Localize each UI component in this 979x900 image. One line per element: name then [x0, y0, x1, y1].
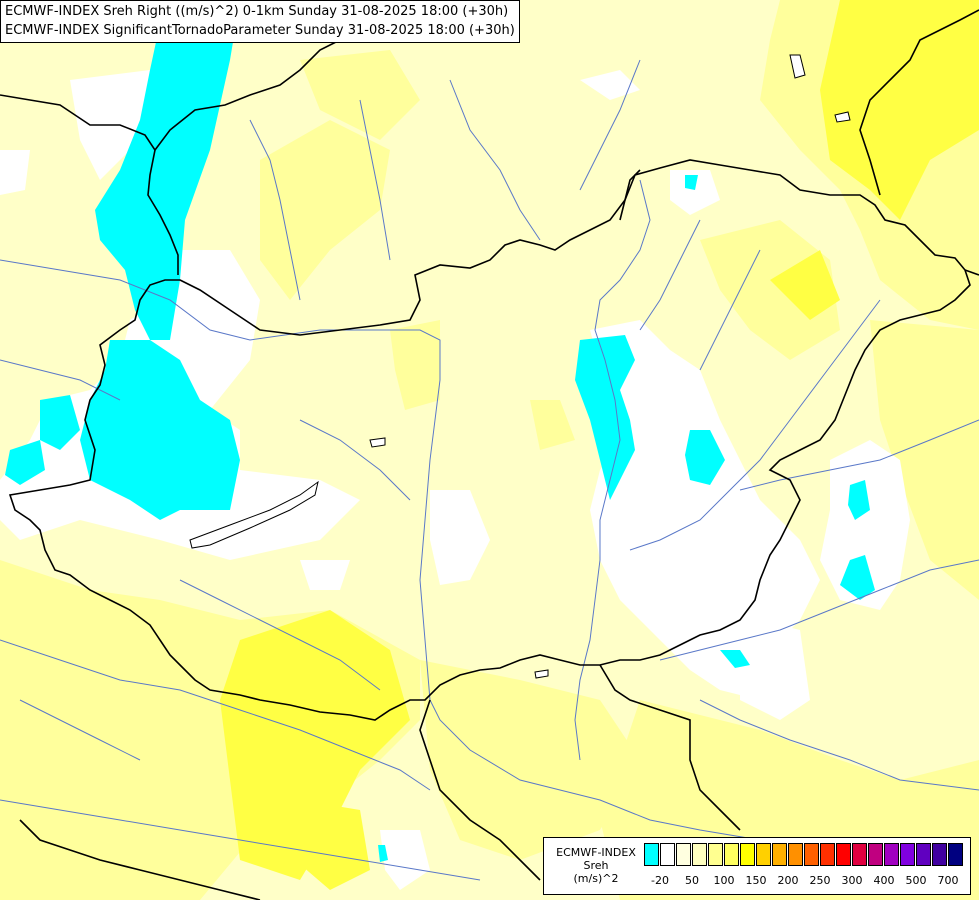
small-features: [369, 54, 851, 679]
legend-tick-label: 400: [873, 874, 895, 887]
legend-swatch: [740, 843, 755, 866]
legend-swatch: [772, 843, 787, 866]
legend-swatch: [660, 843, 675, 866]
map-title-sreh: ECMWF-INDEX Sreh Right ((m/s)^2) 0-1km S…: [5, 4, 509, 19]
legend-swatch: [852, 843, 867, 866]
country-borders: [0, 9, 979, 900]
legend-tick-label: 150: [745, 874, 767, 887]
legend-tick-label: 700: [937, 874, 959, 887]
danube-river: [0, 259, 761, 841]
map-title-stp: ECMWF-INDEX SignificantTornadoParameter …: [5, 23, 515, 38]
legend-swatch: [820, 843, 835, 866]
legend-tick-label: 250: [809, 874, 831, 887]
legend-title-source: ECMWF-INDEX: [556, 846, 636, 859]
legend-tick-label: 300: [841, 874, 863, 887]
legend-tick-label: 50: [685, 874, 699, 887]
legend-swatch: [948, 843, 963, 866]
map-title-box: ECMWF-INDEX Sreh Right ((m/s)^2) 0-1km S…: [0, 0, 520, 43]
legend-swatch: [932, 843, 947, 866]
legend-swatch: [884, 843, 899, 866]
legend-title-unit: (m/s)^2: [573, 872, 619, 885]
legend-swatch: [836, 843, 851, 866]
legend-tick-label: 200: [777, 874, 799, 887]
legend-swatch: [724, 843, 739, 866]
drava-river: [0, 639, 431, 791]
legend-swatch: [676, 843, 691, 866]
hungary-border: [8, 159, 971, 721]
legend-swatch: [644, 843, 659, 866]
legend-swatch: [868, 843, 883, 866]
legend-tick-label: 100: [713, 874, 735, 887]
legend-swatch: [916, 843, 931, 866]
legend-title-variable: Sreh: [583, 859, 609, 872]
legend-tick-label: -20: [651, 874, 669, 887]
legend-swatch: [756, 843, 771, 866]
sava-river: [0, 799, 481, 881]
legend-swatch: [788, 843, 803, 866]
legend-swatch: [804, 843, 819, 866]
lake-balaton: [189, 480, 319, 549]
color-legend: ECMWF-INDEX Sreh (m/s)^2 -20 50 100 150 200 2…: [543, 837, 971, 895]
sreh-negative-areas: [5, 0, 875, 862]
rivers: [0, 59, 979, 881]
legend-swatch: [900, 843, 915, 866]
tisza-river: [574, 179, 651, 761]
legend-swatch: [692, 843, 707, 866]
legend-swatch: [708, 843, 723, 866]
legend-tick-label: 500: [905, 874, 927, 887]
